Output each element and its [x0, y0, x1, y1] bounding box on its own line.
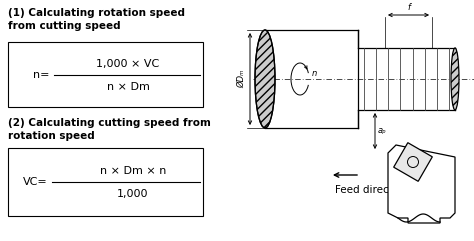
Text: n × Dm: n × Dm [107, 81, 149, 92]
Bar [8, 148, 203, 216]
Text: n × Dm × n: n × Dm × n [100, 166, 166, 176]
Bar [8, 42, 203, 107]
Polygon shape [394, 143, 432, 181]
Text: n: n [312, 69, 317, 79]
Text: Feed direction: Feed direction [335, 185, 409, 195]
Text: (1) Calculating rotation speed
from cutting speed: (1) Calculating rotation speed from cutt… [8, 8, 185, 31]
Text: 1,000 × VC: 1,000 × VC [96, 59, 160, 68]
Text: f: f [407, 3, 410, 12]
Text: n=: n= [34, 69, 50, 80]
Text: (2) Calculating cutting speed from
rotation speed: (2) Calculating cutting speed from rotat… [8, 118, 211, 141]
Text: aₚ: aₚ [378, 127, 387, 135]
Ellipse shape [451, 48, 459, 110]
Text: 1,000: 1,000 [117, 189, 149, 199]
Text: VC=: VC= [23, 177, 48, 187]
Ellipse shape [255, 30, 275, 128]
Polygon shape [388, 145, 455, 223]
Text: ØDₘ: ØDₘ [237, 70, 246, 88]
